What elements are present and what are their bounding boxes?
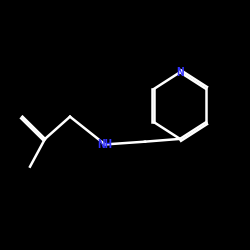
Text: NH: NH — [98, 138, 112, 151]
Text: N: N — [176, 66, 184, 79]
